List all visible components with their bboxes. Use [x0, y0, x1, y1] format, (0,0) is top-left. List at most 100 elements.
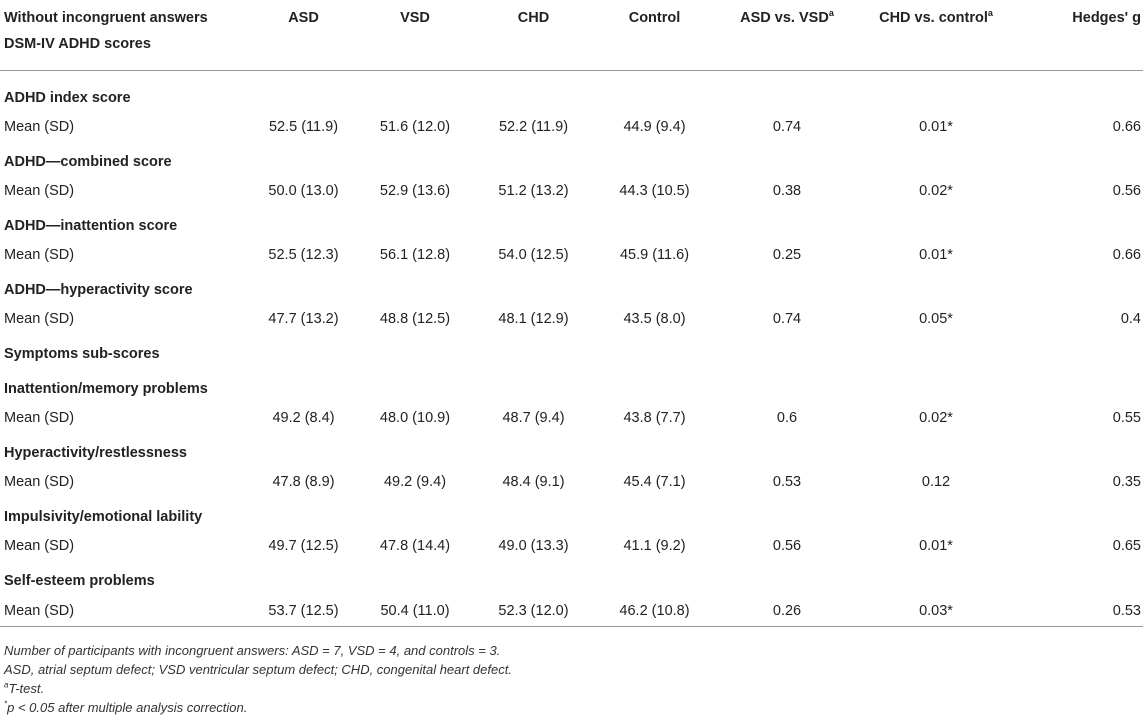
table-row: Mean (SD) 50.0 (13.0) 52.9 (13.6) 51.2 (13.… [0, 176, 1143, 205]
cell-vsd: 48.0 (10.9) [379, 409, 451, 426]
cell-chd-vs-control: 0.02* [919, 409, 953, 426]
cell-asd-vs-vsd: 0.74 [772, 118, 802, 135]
cell-asd: 49.7 (12.5) [268, 537, 339, 554]
cell-chd: 48.7 (9.4) [502, 409, 565, 426]
cell-chd: 51.2 (13.2) [498, 182, 569, 199]
subheading-label: Symptoms sub-scores [4, 346, 160, 362]
cell-control: 43.8 (7.7) [623, 409, 686, 426]
footnote-significance: *p < 0.05 after multiple analysis correc… [4, 698, 1143, 717]
cell-asd-vs-vsd: 0.26 [717, 595, 857, 627]
row-label: Mean (SD) [4, 182, 75, 199]
cell-vsd: 50.4 (11.0) [355, 595, 475, 627]
table-row: Mean (SD) 49.7 (12.5) 47.8 (14.4) 49.0 (13.… [0, 531, 1143, 560]
table-row: Mean (SD) 53.7 (12.5) 50.4 (11.0) 52.3 (12.… [0, 595, 1143, 627]
table-footnotes: Number of participants with incongruent … [0, 641, 1143, 717]
header-asd: ASD [288, 10, 319, 26]
cell-hedges: 0.35 [1112, 473, 1141, 490]
cell-control: 45.4 (7.1) [623, 473, 686, 490]
cell-asd-vs-vsd: 0.53 [772, 473, 802, 490]
table-row: Mean (SD) 49.2 (8.4) 48.0 (10.9) 48.7 (9.4)… [0, 403, 1143, 432]
cell-vsd: 47.8 (14.4) [379, 537, 451, 554]
table-header: Without incongruent answers ASD VSD CHD … [0, 0, 1143, 71]
cell-vsd: 49.2 (9.4) [383, 473, 447, 490]
section-heading: ADHD—combined score [4, 154, 172, 170]
cell-chd-vs-control: 0.01* [919, 246, 953, 263]
cell-hedges: 0.53 [1015, 595, 1143, 627]
header-row-label-line2: DSM-IV ADHD scores [0, 36, 252, 71]
header-control: Control [628, 10, 681, 26]
section-row: ADHD—inattention score [0, 205, 1143, 240]
cell-hedges: 0.66 [1112, 118, 1141, 135]
table-row: Mean (SD) 52.5 (12.3) 56.1 (12.8) 54.0 (12.… [0, 240, 1143, 269]
cell-chd: 54.0 (12.5) [498, 246, 569, 263]
row-label: Mean (SD) [4, 310, 75, 327]
cell-chd-vs-control: 0.01* [919, 118, 953, 135]
cell-chd-vs-control: 0.02* [919, 182, 953, 199]
cell-asd-vs-vsd: 0.25 [772, 246, 802, 263]
row-label: Mean (SD) [4, 473, 75, 490]
cell-chd: 48.1 (12.9) [498, 310, 569, 327]
header-row-label-line1: Without incongruent answers [4, 10, 208, 26]
cell-asd: 52.5 (12.3) [268, 246, 339, 263]
table-row: Mean (SD) 52.5 (11.9) 51.6 (12.0) 52.2 (11.… [0, 112, 1143, 141]
cell-chd-vs-control: 0.01* [919, 537, 953, 554]
footnote-significance-text: p < 0.05 after multiple analysis correct… [7, 700, 248, 715]
cell-vsd: 51.6 (12.0) [379, 118, 451, 135]
cell-control: 44.3 (10.5) [619, 182, 690, 199]
row-label: Mean (SD) [4, 409, 75, 426]
header-row-2: DSM-IV ADHD scores [0, 36, 1143, 71]
section-heading: Hyperactivity/restlessness [4, 445, 187, 461]
header-chd-vs-control-footnote: a [987, 8, 993, 19]
section-heading: Impulsivity/emotional lability [4, 509, 203, 525]
cell-vsd: 52.9 (13.6) [379, 182, 451, 199]
table-row: Mean (SD) 47.7 (13.2) 48.8 (12.5) 48.1 (12.… [0, 304, 1143, 333]
footnote-abbreviations: ASD, atrial septum defect; VSD ventricul… [4, 662, 512, 677]
cell-control: 46.2 (10.8) [592, 595, 717, 627]
section-heading: ADHD index score [4, 90, 131, 106]
cell-control: 45.9 (11.6) [619, 246, 690, 263]
section-heading: Inattention/memory problems [4, 381, 208, 397]
cell-chd-vs-control: 0.03* [857, 595, 1015, 627]
section-row: Self-esteem problems [0, 560, 1143, 595]
section-row: Impulsivity/emotional lability [0, 496, 1143, 531]
section-heading: ADHD—inattention score [4, 218, 178, 234]
cell-chd: 52.3 (12.0) [475, 595, 592, 627]
cell-asd: 47.7 (13.2) [268, 310, 339, 327]
header-asd-vs-vsd-footnote: a [828, 8, 834, 19]
cell-asd: 52.5 (11.9) [268, 118, 339, 135]
cell-hedges: 0.4 [1120, 310, 1141, 327]
section-row: ADHD—hyperactivity score [0, 269, 1143, 304]
table-row: Mean (SD) 47.8 (8.9) 49.2 (9.4) 48.4 (9.1) 4… [0, 467, 1143, 496]
row-label: Mean (SD) [4, 537, 75, 554]
cell-asd-vs-vsd: 0.6 [776, 409, 798, 426]
cell-hedges: 0.55 [1112, 409, 1141, 426]
cell-chd-vs-control: 0.12 [921, 473, 951, 490]
cell-asd: 49.2 (8.4) [272, 409, 335, 426]
header-hedges: Hedges' g [1072, 10, 1141, 26]
header-asd-vs-vsd: ASD vs. VSDa [717, 0, 857, 36]
subheading-row: Symptoms sub-scores [0, 333, 1143, 368]
row-label: Mean (SD) [0, 595, 252, 627]
cell-asd: 53.7 (12.5) [252, 595, 355, 627]
section-heading: ADHD—hyperactivity score [4, 282, 193, 298]
table-body: ADHD index score Mean (SD) 52.5 (11.9) 51.6… [0, 71, 1143, 627]
cell-hedges: 0.66 [1112, 246, 1141, 263]
cell-asd-vs-vsd: 0.56 [772, 537, 802, 554]
header-row: Without incongruent answers ASD VSD CHD … [0, 0, 1143, 36]
section-heading: Self-esteem problems [4, 573, 155, 589]
cell-asd: 47.8 (8.9) [272, 473, 335, 490]
footnote-ttest: aT-test. [4, 679, 1143, 698]
section-row: Inattention/memory problems [0, 368, 1143, 403]
row-label: Mean (SD) [4, 118, 75, 135]
cell-vsd: 56.1 (12.8) [379, 246, 451, 263]
cell-control: 41.1 (9.2) [623, 537, 686, 554]
cell-chd: 49.0 (13.3) [498, 537, 569, 554]
cell-chd-vs-control: 0.05* [919, 310, 953, 327]
cell-chd: 52.2 (11.9) [498, 118, 569, 135]
cell-chd: 48.4 (9.1) [502, 473, 565, 490]
cell-hedges: 0.65 [1112, 537, 1141, 554]
header-chd: CHD [517, 10, 550, 26]
header-chd-vs-control: CHD vs. controla [857, 0, 1015, 36]
section-row: ADHD—combined score [0, 141, 1143, 176]
